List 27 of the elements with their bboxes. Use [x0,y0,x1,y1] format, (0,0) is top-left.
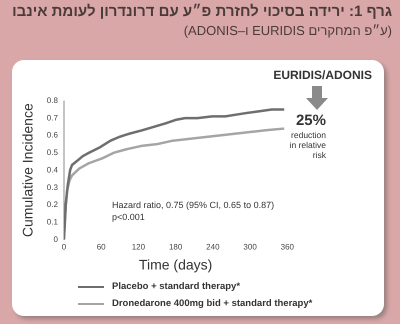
text: EURIDIS/ADONIS [273,68,372,82]
x-axis-title: Time (days) [138,256,212,272]
y-tick-label: 0 [53,234,58,244]
chart-subtitle: (ע״פ המחקרים EURIDIS ו–ADONIS) [182,22,392,39]
text: 25% [296,112,326,129]
y-tick-label: 0.5 [46,148,58,158]
annotation: p<0.001 [112,212,145,222]
legend-label: Dronedarone 400mg bid + standard therapy* [112,298,312,309]
chart-title: גרף 1: ירידה בסיכוי לחזרת פ״ע עם דרונדרון לעומת אינבו [11,2,392,22]
y-tick-label: 0.4 [46,165,58,174]
y-tick-label: 0.2 [46,200,58,210]
x-tick-label: 360 [280,242,295,252]
legend-label: Placebo + standard therapy* [112,281,240,292]
x-tick-label: 300 [243,242,258,252]
x-tick-label: 60 [96,242,106,252]
y-tick-label: 0.7 [46,113,58,122]
text: reduction in relative risk [288,130,326,160]
x-tick-label: 240 [206,242,220,252]
x-tick-label: 180 [168,242,183,252]
x-tick-label: 120 [132,242,146,252]
y-axis-title: Cumulative Incidence [19,103,36,238]
x-tick-label: 0 [62,242,67,252]
y-tick-label: 0.6 [46,130,58,140]
y-tick-label: 0.1 [46,217,58,226]
y-tick-label: 0.3 [46,182,58,192]
y-tick-label: 0.8 [46,96,58,106]
annotation: Hazard ratio, 0.75 (95% CI, 0.65 to 0.87) [112,200,274,210]
